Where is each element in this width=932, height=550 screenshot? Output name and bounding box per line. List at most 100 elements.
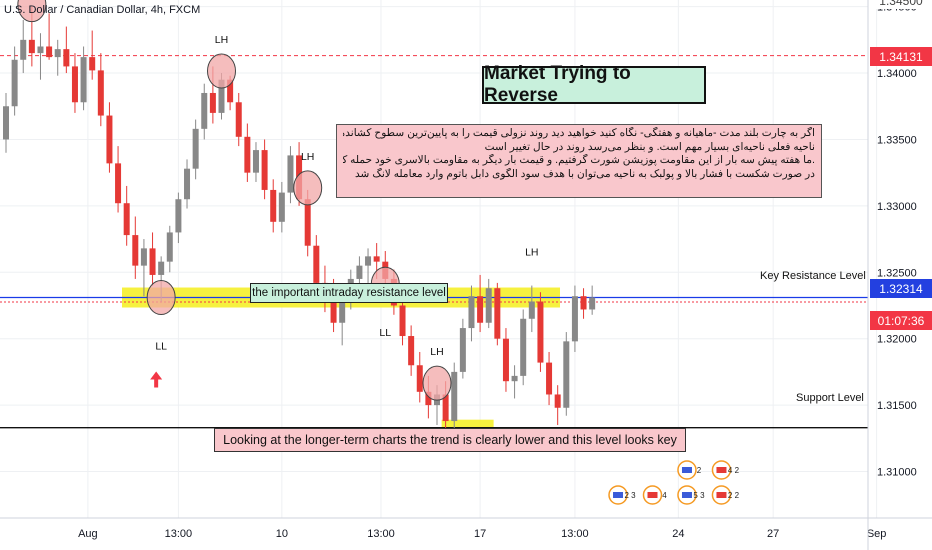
candle-body bbox=[511, 375, 518, 382]
candle-body bbox=[218, 79, 225, 113]
candle-body bbox=[546, 362, 553, 395]
event-badge-count: 4 bbox=[662, 491, 667, 500]
candle-body bbox=[373, 256, 380, 262]
candle-body bbox=[304, 199, 311, 246]
candle-body bbox=[580, 296, 587, 310]
x-tick-label: 13:00 bbox=[165, 528, 193, 540]
candle-body bbox=[451, 371, 458, 422]
candle-body bbox=[425, 391, 432, 406]
persian-note-line: .ما هفته پیش سه بار از این مقاومت پوزیشن… bbox=[343, 154, 815, 166]
candle-body bbox=[20, 39, 27, 60]
swing-label: LL bbox=[379, 327, 391, 339]
swing-labels: LH LH LH LH LL LL bbox=[155, 34, 538, 358]
x-tick-label: 17 bbox=[474, 528, 486, 540]
candle-body bbox=[71, 66, 78, 103]
flag-stripe bbox=[716, 467, 727, 473]
swing-marker-circle bbox=[293, 170, 323, 206]
candle-body bbox=[270, 189, 277, 222]
flag-stripe bbox=[716, 492, 727, 498]
event-badge[interactable]: 4 bbox=[642, 485, 668, 505]
candle-body bbox=[132, 235, 139, 266]
candle-body bbox=[356, 265, 363, 279]
swing-markers bbox=[17, 0, 452, 401]
candle-body bbox=[106, 115, 113, 164]
price-tag-current: 1.32314 bbox=[870, 279, 932, 298]
candle-body bbox=[175, 199, 182, 233]
event-badge-count: 2 3 bbox=[624, 491, 636, 500]
candle-body bbox=[287, 155, 294, 193]
candle-body bbox=[520, 318, 527, 376]
swing-label: LH bbox=[525, 247, 538, 259]
flag-stripe bbox=[647, 492, 658, 498]
candle-body bbox=[554, 394, 561, 408]
flag-stripe bbox=[613, 492, 624, 498]
candle-body bbox=[459, 328, 466, 372]
swing-marker-circle bbox=[146, 280, 176, 316]
price-tag-countdown: 01:07:36 bbox=[870, 311, 932, 330]
swing-label: LH bbox=[430, 346, 443, 358]
event-badge-count: 4 2 bbox=[728, 466, 740, 475]
symbol-title: U.S. Dollar / Canadian Dollar, 4h, FXCM bbox=[4, 4, 201, 16]
title-annotation[interactable]: Market Trying to Reverse bbox=[482, 63, 706, 106]
candle-body bbox=[261, 150, 268, 190]
candle-body bbox=[408, 336, 415, 366]
persian-note-line: اگر به چارت بلند مدت -ماهیانه و هفتگی- ن… bbox=[343, 127, 815, 139]
candle-body bbox=[468, 296, 475, 329]
y-tick-label: 1.32500 bbox=[877, 267, 917, 279]
x-tick-label: 24 bbox=[672, 528, 684, 540]
key-resistance-label: Key Resistance Level bbox=[760, 270, 866, 282]
candle-body bbox=[235, 102, 242, 137]
candle-body bbox=[537, 301, 544, 363]
event-badge-count: 2 2 bbox=[728, 491, 740, 500]
support-label: Support Level bbox=[796, 392, 864, 404]
candle-body bbox=[563, 341, 570, 408]
flag-stripe bbox=[681, 467, 692, 473]
candle-body bbox=[192, 128, 199, 169]
candle-body bbox=[330, 296, 337, 323]
candle-body bbox=[209, 92, 216, 113]
event-badge-count: 2 bbox=[697, 466, 702, 475]
candle-body bbox=[140, 248, 147, 266]
event-badge[interactable]: 5 3 bbox=[677, 485, 705, 505]
y-tick-label: 1.32000 bbox=[877, 334, 917, 346]
event-badge[interactable]: 2 2 bbox=[711, 485, 740, 505]
candle-body bbox=[589, 297, 596, 310]
candle-body bbox=[149, 248, 156, 275]
candle-body bbox=[365, 256, 372, 266]
candle-body bbox=[63, 49, 70, 67]
candle-body bbox=[201, 92, 208, 129]
candle-body bbox=[115, 163, 122, 204]
candle-body bbox=[485, 288, 492, 323]
event-badge[interactable]: 2 bbox=[677, 460, 702, 480]
candle-body bbox=[399, 305, 406, 337]
bottom-annotation[interactable]: Looking at the longer-term charts the tr… bbox=[214, 428, 686, 452]
swing-marker-circle bbox=[207, 53, 236, 89]
x-tick-label: Aug bbox=[78, 528, 98, 540]
persian-note[interactable]: اگر به چارت بلند مدت -ماهیانه و هفتگی- ن… bbox=[336, 124, 822, 198]
persian-note-line: در صورت شکست با فشار بالا و پولبک به ناح… bbox=[354, 167, 815, 180]
candle-body bbox=[442, 394, 449, 422]
y-tick-label: 1.33500 bbox=[877, 134, 917, 146]
resistance-annotation[interactable]: the important intraday resistance level bbox=[250, 283, 448, 303]
candle-body bbox=[28, 39, 35, 54]
event-badge[interactable]: 2 3 bbox=[608, 485, 636, 505]
x-tick-label: 13:00 bbox=[561, 528, 589, 540]
candle-body bbox=[97, 70, 104, 116]
candle-body bbox=[494, 288, 501, 339]
candle-body bbox=[166, 232, 173, 262]
swing-marker-circle bbox=[17, 0, 47, 23]
candle-body bbox=[46, 46, 53, 58]
persian-note-line: ناحیه فعلی ناحیه‌ای بسیار مهم است. و بنظ… bbox=[484, 140, 815, 153]
candle-body bbox=[477, 296, 484, 323]
event-badges[interactable]: 2 4 2 2 3 4 5 3 2 2 bbox=[608, 460, 740, 505]
event-badge-count: 5 3 bbox=[693, 491, 705, 500]
candle-body bbox=[528, 301, 535, 319]
candle-body bbox=[227, 79, 234, 103]
y-tick-label: 1.34000 bbox=[877, 68, 917, 80]
candle-body bbox=[11, 59, 18, 107]
price-tag-dashed-level: 1.34131 bbox=[870, 47, 932, 66]
event-badge[interactable]: 4 2 bbox=[711, 460, 740, 480]
candle-body bbox=[252, 150, 259, 173]
swing-label: LH bbox=[301, 151, 314, 163]
